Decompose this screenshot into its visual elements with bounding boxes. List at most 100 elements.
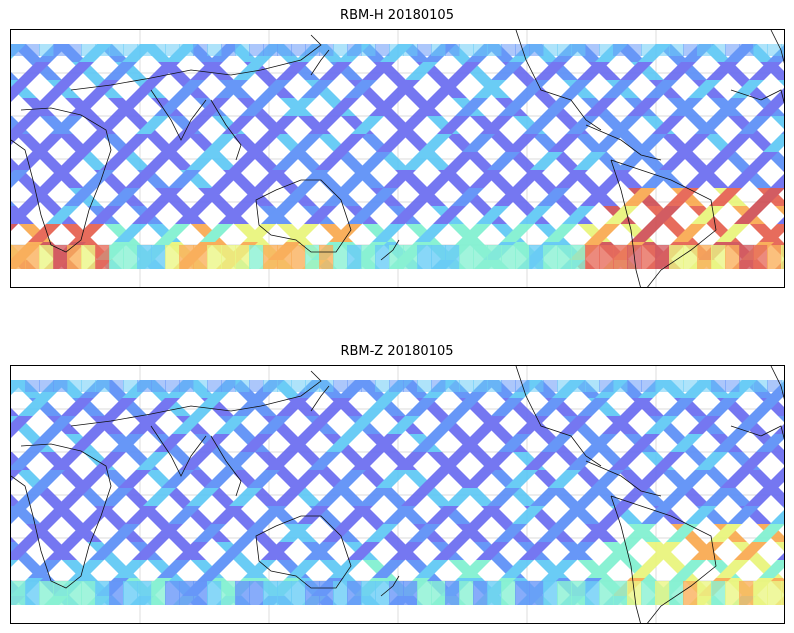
swath-segment [39, 506, 72, 524]
swath-segment [739, 44, 754, 56]
swath-segment [501, 44, 516, 56]
swath-segment [491, 398, 524, 416]
swath-segment [537, 188, 570, 206]
swath-segment [519, 206, 552, 224]
swath-segment [221, 581, 236, 605]
swath-segment [39, 170, 72, 188]
swath-segment [172, 416, 205, 434]
swath-segment [67, 380, 82, 392]
swath-segment [767, 44, 782, 56]
swath-segment [559, 80, 592, 98]
swath-segment [738, 116, 771, 134]
swath-segment [691, 206, 724, 224]
swath-segment [516, 80, 549, 98]
coastline [380, 575, 400, 597]
swath-segment [11, 380, 26, 392]
swath-segment [659, 152, 692, 170]
swath-segment [487, 245, 502, 269]
swath-segment [663, 62, 696, 80]
swath-segment [459, 581, 474, 605]
swath-segment [476, 542, 509, 560]
swath-segment [781, 581, 784, 605]
swath-segment [291, 380, 306, 392]
swath-segment [670, 434, 703, 452]
swath-segment [365, 188, 398, 206]
swath-segment [437, 452, 470, 470]
swath-segment [777, 553, 784, 560]
swath-layer [11, 380, 785, 605]
swath-segment [333, 470, 366, 488]
swath-segment [53, 44, 68, 56]
swath-segment [81, 380, 96, 392]
swath-segment [118, 470, 151, 488]
coastline [70, 34, 322, 91]
coastline [11, 443, 112, 589]
swath-segment [767, 380, 782, 392]
swath-segment [557, 44, 572, 56]
swath-segment [165, 581, 180, 605]
swath-segment [403, 380, 418, 392]
swath-segment [711, 245, 726, 269]
swath-segment [165, 44, 180, 56]
swath-segment [684, 170, 717, 188]
swath-segment [781, 380, 784, 392]
swath-segment [616, 488, 649, 506]
swath-segment [111, 98, 144, 116]
swath-segment [753, 245, 768, 269]
swath-segment [491, 62, 524, 80]
swath-segment [71, 224, 104, 242]
swath-segment [784, 578, 785, 596]
swath-segment [431, 245, 446, 269]
panel-title-rbm-z: RBM-Z 20180105 [340, 344, 454, 359]
swath-segment [387, 80, 420, 98]
swath-segment [154, 98, 187, 116]
swath-segment [93, 452, 126, 470]
swath-segment [53, 245, 68, 269]
swath-segment [319, 581, 334, 605]
swath-segment [249, 380, 264, 392]
swath-segment [756, 434, 784, 452]
swath-segment [623, 524, 656, 542]
swath-segment [415, 224, 448, 242]
swath-segment [291, 245, 306, 269]
swath-segment [193, 44, 208, 56]
swath-segment [319, 380, 334, 392]
swath-segment [326, 98, 359, 116]
swath-segment [240, 434, 273, 452]
swath-segment [11, 434, 15, 438]
coastline [255, 179, 352, 253]
swath-segment [480, 116, 513, 134]
swath-segment [286, 224, 319, 242]
swath-segment [319, 245, 334, 269]
swath-segment [137, 380, 152, 392]
swath-segment [695, 116, 728, 134]
swath-segment [585, 581, 600, 605]
swath-segment [315, 488, 348, 506]
swath-segment [261, 542, 294, 560]
swath-segment [68, 98, 101, 116]
swath-segment [541, 434, 574, 452]
swath-segment [749, 398, 782, 416]
swath-segment [645, 416, 678, 434]
swath-segment [107, 188, 140, 206]
swath-segment [620, 62, 653, 80]
coastline [585, 460, 662, 497]
swath-segment [297, 170, 330, 188]
swath-segment [573, 152, 606, 170]
swath-segment [778, 416, 784, 422]
swath-segment [305, 44, 320, 56]
swath-segment [587, 560, 620, 578]
swath-segment [683, 581, 698, 605]
swath-segment [95, 44, 110, 56]
swath-segment [291, 44, 306, 56]
swath-segment [175, 206, 208, 224]
swath-segment [445, 44, 460, 56]
swath-segment [775, 542, 784, 551]
swath-segment [501, 560, 534, 578]
swath-segment [157, 224, 190, 242]
swath-segment [599, 380, 614, 392]
swath-segment [221, 44, 236, 56]
swath-segment [361, 44, 376, 56]
swath-segment [263, 44, 278, 56]
swath-segment [580, 524, 613, 542]
